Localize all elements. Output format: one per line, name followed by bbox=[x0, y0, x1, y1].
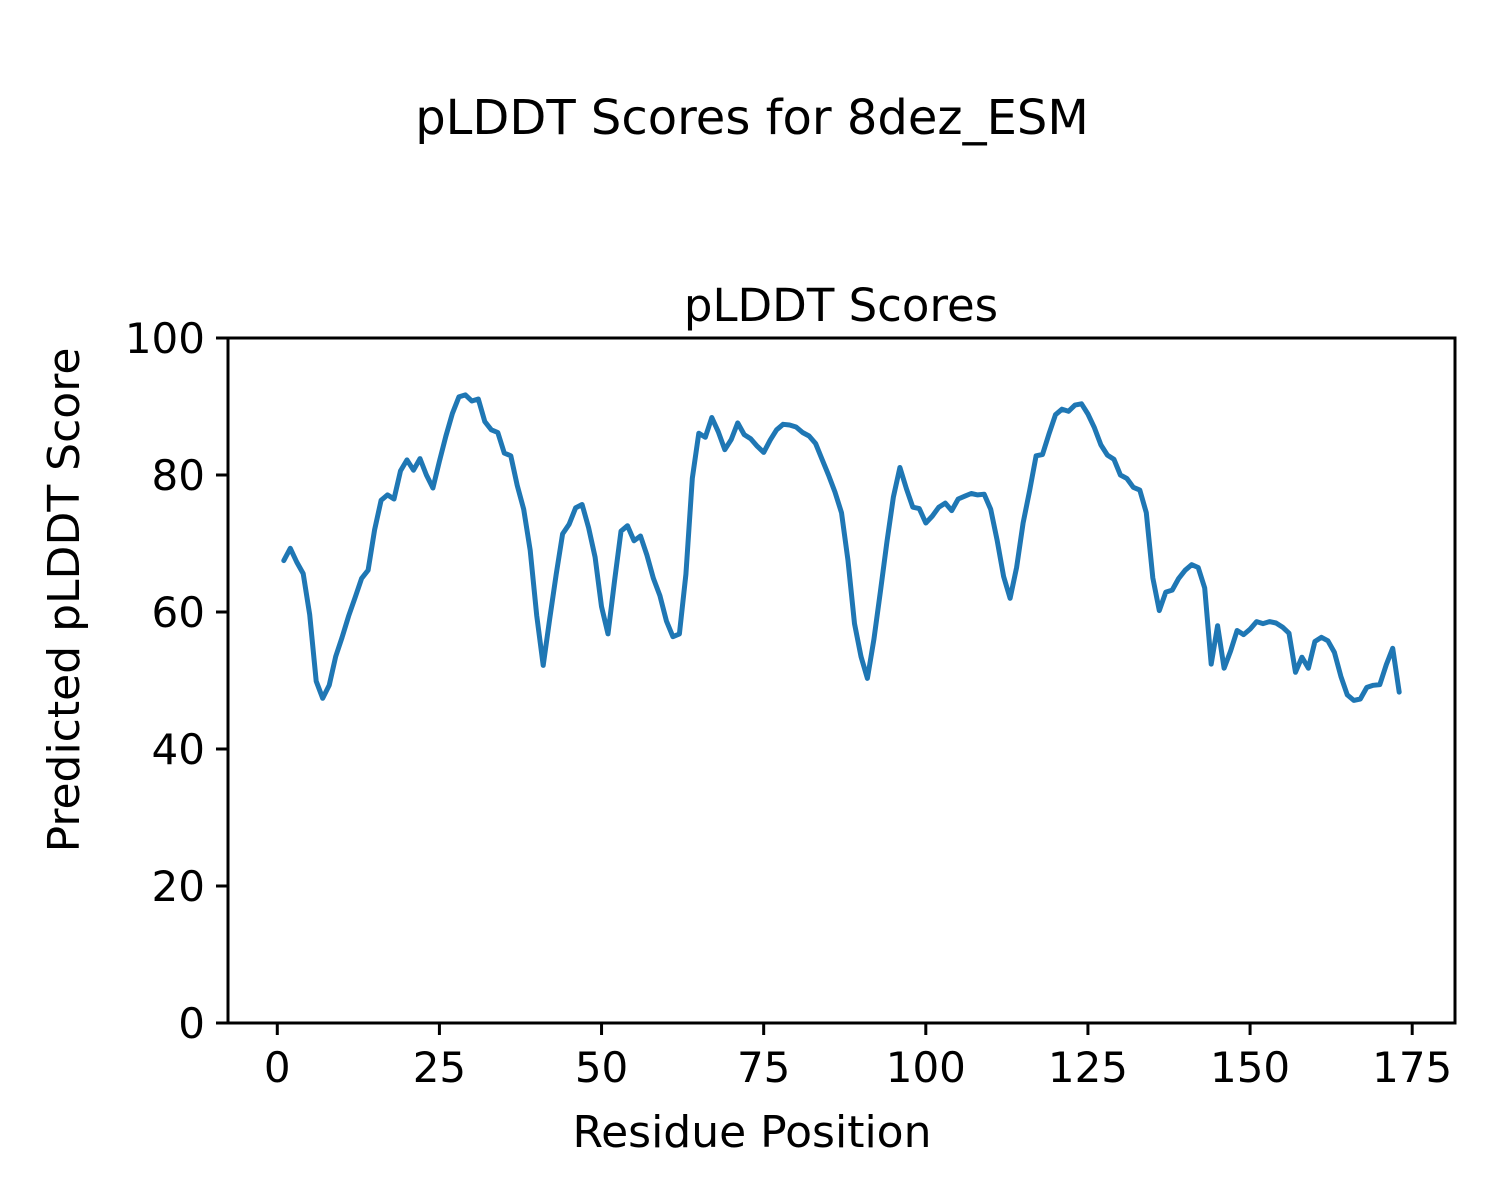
x-tick-label: 150 bbox=[1210, 1043, 1290, 1092]
x-tick-label: 100 bbox=[886, 1043, 966, 1092]
x-tick-label: 0 bbox=[264, 1043, 291, 1092]
line-series bbox=[281, 392, 1402, 703]
y-tick-label: 60 bbox=[152, 588, 205, 637]
y-tick-label: 0 bbox=[178, 999, 205, 1048]
y-tick-label: 100 bbox=[125, 314, 205, 363]
x-tick-label: 25 bbox=[413, 1043, 466, 1092]
tick-labels: 0 25 50 75 100 125 150 175 0 20 40 60 80 100 bbox=[125, 314, 1452, 1092]
y-tick-label: 40 bbox=[152, 725, 205, 774]
axes-spines bbox=[226, 336, 1457, 1025]
x-tick-label: 175 bbox=[1372, 1043, 1452, 1092]
x-axis-label: Residue Position bbox=[572, 1107, 931, 1158]
axes-frame bbox=[216, 336, 1457, 1035]
y-axis-label: Predicted pLDDT Score bbox=[39, 348, 90, 853]
x-tick-label: 75 bbox=[737, 1043, 790, 1092]
x-tick-label: 125 bbox=[1048, 1043, 1128, 1092]
figure-suptitle: pLDDT Scores for 8dez_ESM bbox=[415, 90, 1089, 146]
plddt-line-series bbox=[281, 392, 1402, 703]
x-tick-label: 50 bbox=[575, 1043, 628, 1092]
axes-title: pLDDT Scores bbox=[684, 279, 998, 332]
y-tick-label: 80 bbox=[152, 451, 205, 500]
y-tick-label: 20 bbox=[152, 862, 205, 911]
